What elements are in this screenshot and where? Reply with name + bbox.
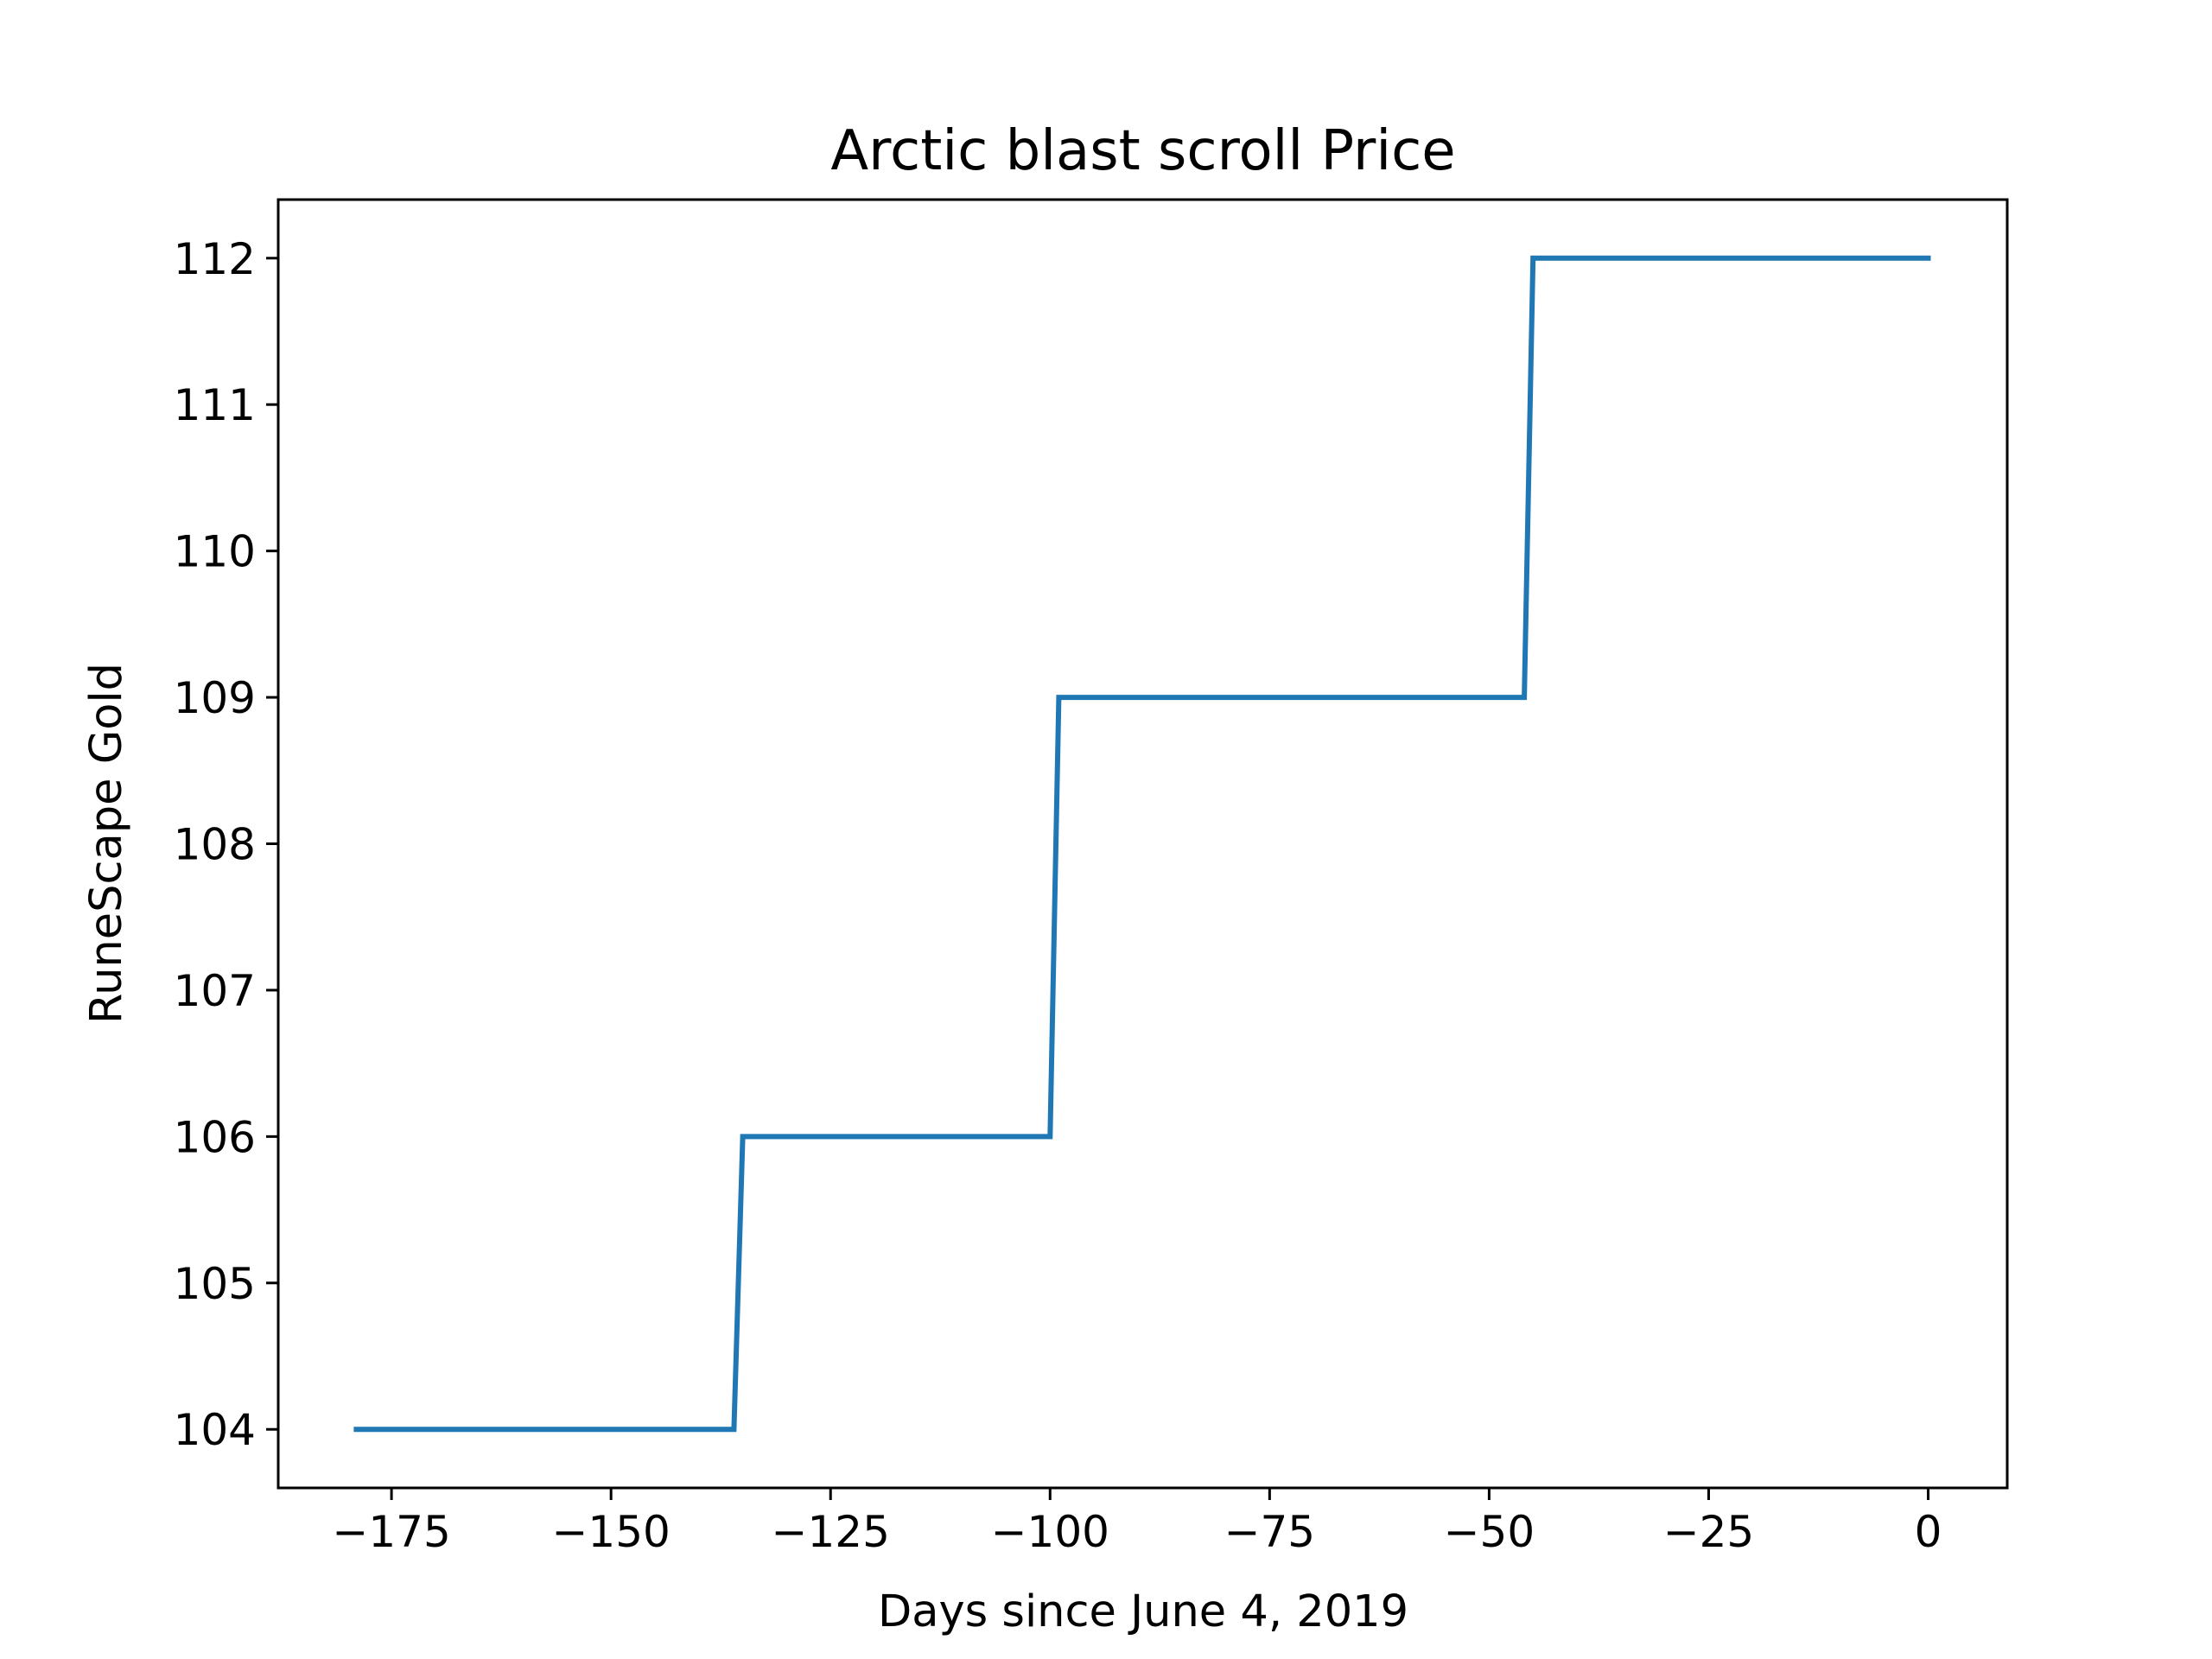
y-tick-label: 108 bbox=[174, 820, 256, 870]
y-tick-label: 107 bbox=[174, 966, 256, 1016]
y-tick-label: 112 bbox=[174, 234, 256, 284]
y-tick-label: 110 bbox=[174, 527, 256, 577]
x-axis-label: Days since June 4, 2019 bbox=[878, 1586, 1408, 1637]
y-axis: 104 105 106 107 108 109 110 111 112 bbox=[174, 234, 278, 1455]
x-tick-label: −50 bbox=[1444, 1507, 1535, 1557]
y-tick-label: 109 bbox=[174, 673, 256, 723]
x-axis: −175 −150 −125 −100 −75 −50 −25 0 bbox=[332, 1488, 1942, 1557]
y-tick-label: 104 bbox=[174, 1405, 256, 1455]
y-tick-label: 106 bbox=[174, 1112, 256, 1162]
y-axis-label: RuneScape Gold bbox=[81, 663, 132, 1024]
x-tick-label: −25 bbox=[1663, 1507, 1755, 1557]
y-tick-label: 111 bbox=[174, 380, 256, 430]
chart-title: Arctic blast scroll Price bbox=[830, 119, 1455, 183]
x-tick-label: −75 bbox=[1224, 1507, 1316, 1557]
x-tick-label: −150 bbox=[551, 1507, 670, 1557]
series-line bbox=[353, 255, 1931, 1433]
x-tick-label: 0 bbox=[1915, 1507, 1942, 1557]
y-tick-label: 105 bbox=[174, 1259, 256, 1309]
x-tick-label: −100 bbox=[991, 1507, 1109, 1557]
x-tick-label: −125 bbox=[772, 1507, 890, 1557]
x-tick-label: −175 bbox=[332, 1507, 450, 1557]
